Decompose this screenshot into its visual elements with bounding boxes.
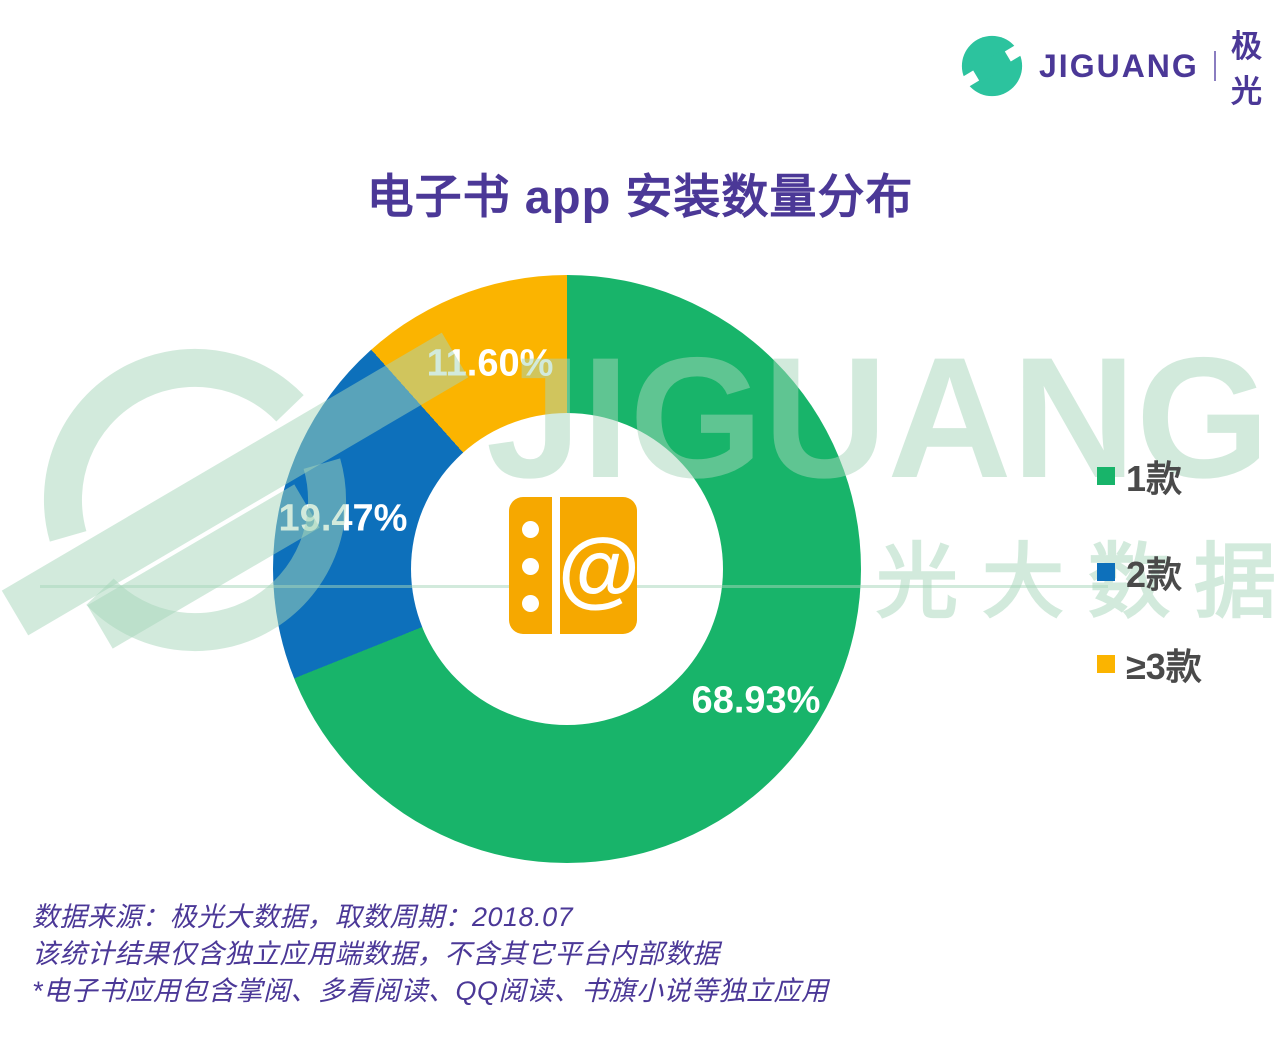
ebook-at-icon: @ bbox=[509, 497, 640, 634]
slice-label-2kuan: 19.47% bbox=[278, 497, 408, 540]
brand-divider bbox=[1213, 51, 1216, 81]
at-symbol: @ bbox=[558, 521, 640, 615]
legend-label-2kuan: 2款 bbox=[1126, 554, 1183, 595]
slice-label-1kuan: 68.93% bbox=[691, 679, 821, 722]
ebook-spine-dot bbox=[522, 595, 539, 612]
footer-line-apps: *电子书应用包含掌阅、多看阅读、QQ阅读、书旗小说等独立应用 bbox=[32, 976, 829, 1006]
brand-name-cn: 极光 bbox=[1230, 29, 1265, 109]
header-brand: JIGUANG 极光 bbox=[953, 29, 1280, 109]
ebook-spine-dot bbox=[522, 558, 539, 575]
legend-item-1kuan: 1款 bbox=[1097, 455, 1182, 499]
watermark-cn-text: 光大数据 bbox=[876, 537, 1280, 628]
ebook-spine-dot bbox=[522, 521, 539, 538]
legend-item-2kuan: 2款 bbox=[1097, 551, 1182, 595]
jiguang-logo-icon bbox=[953, 35, 1031, 97]
footer-notes: 数据来源：极光大数据，取数周期：2018.07 该统计结果仅含独立应用端数据，不… bbox=[32, 899, 829, 1010]
page-title: 电子书 app 安装数量分布 bbox=[366, 170, 914, 224]
footer-line-scope: 该统计结果仅含独立应用端数据，不含其它平台内部数据 bbox=[32, 939, 720, 969]
footer-line-source: 数据来源：极光大数据，取数周期：2018.07 bbox=[32, 902, 574, 932]
brand-name: JIGUANG bbox=[1039, 47, 1199, 84]
legend-label-3kuan: ≥3款 bbox=[1126, 646, 1202, 687]
legend-swatch-3kuan bbox=[1097, 655, 1115, 673]
slice-label-3kuan: 11.60% bbox=[426, 342, 554, 385]
legend-swatch-1kuan bbox=[1097, 467, 1115, 485]
legend-label-1kuan: 1款 bbox=[1126, 458, 1183, 499]
legend-swatch-2kuan bbox=[1097, 563, 1115, 581]
legend-item-3kuan: ≥3款 bbox=[1097, 643, 1202, 687]
ebook-spine-divider bbox=[552, 497, 560, 634]
